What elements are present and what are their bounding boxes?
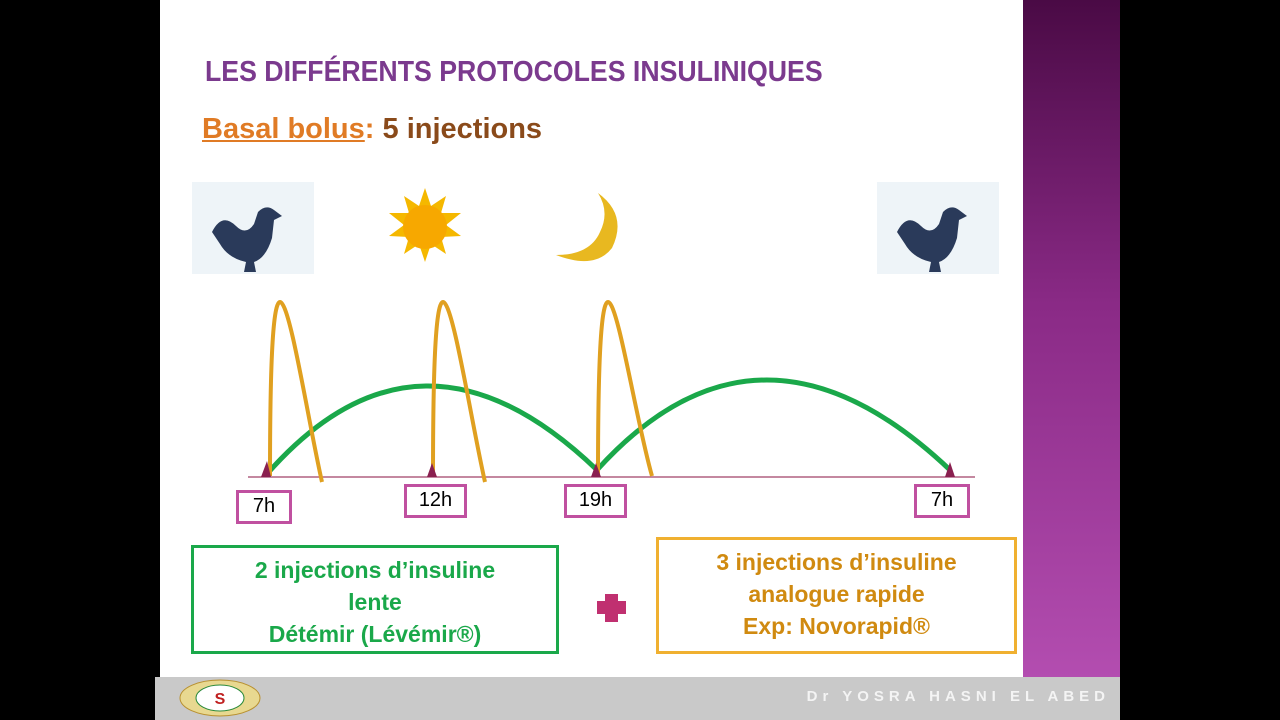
heading-separator: : xyxy=(364,113,375,145)
box-line: Exp: Novorapid® xyxy=(743,613,930,639)
basal-box: 2 injections d’insuline lente Détémir (L… xyxy=(191,545,559,654)
bolus-curve xyxy=(431,299,487,483)
rooster-icon xyxy=(877,182,999,274)
logo: S xyxy=(179,679,261,717)
footer: S Dr YOSRA HASNI EL ABED xyxy=(155,677,1120,720)
side-band xyxy=(1023,0,1120,677)
author: Dr YOSRA HASNI EL ABED xyxy=(806,688,1110,705)
heading: Basal bolus: 5 injections xyxy=(202,113,542,146)
moon-icon xyxy=(556,193,618,262)
box-line: 3 injections d’insuline xyxy=(716,549,957,575)
box-line: lente xyxy=(348,589,402,615)
sun-icon xyxy=(389,188,461,262)
time-label: 7h xyxy=(236,490,292,524)
time-label: 19h xyxy=(564,484,627,518)
slide xyxy=(160,0,1023,677)
basal-curve xyxy=(265,377,952,476)
plus-icon xyxy=(597,594,626,622)
heading-count: 5 injections xyxy=(382,113,543,145)
bolus-curve xyxy=(268,299,324,483)
box-line: 2 injections d’insuline xyxy=(254,557,496,583)
heading-label: Basal bolus xyxy=(202,113,365,145)
time-label: 12h xyxy=(404,484,467,518)
box-line: analogue rapide xyxy=(748,581,925,607)
svg-text:S: S xyxy=(215,691,226,708)
box-line: Détémir (Lévémir®) xyxy=(268,621,482,647)
injection-marker xyxy=(591,463,601,477)
bolus-box: 3 injections d’insuline analogue rapide … xyxy=(656,537,1017,654)
bolus-curve xyxy=(596,299,654,477)
rooster-icon xyxy=(192,182,314,274)
time-label: 7h xyxy=(914,484,970,518)
slide-title: LES DIFFÉRENTS PROTOCOLES INSULINIQUES xyxy=(205,56,823,88)
injection-marker xyxy=(427,463,437,477)
injection-marker xyxy=(945,462,955,477)
injection-marker xyxy=(261,461,271,477)
